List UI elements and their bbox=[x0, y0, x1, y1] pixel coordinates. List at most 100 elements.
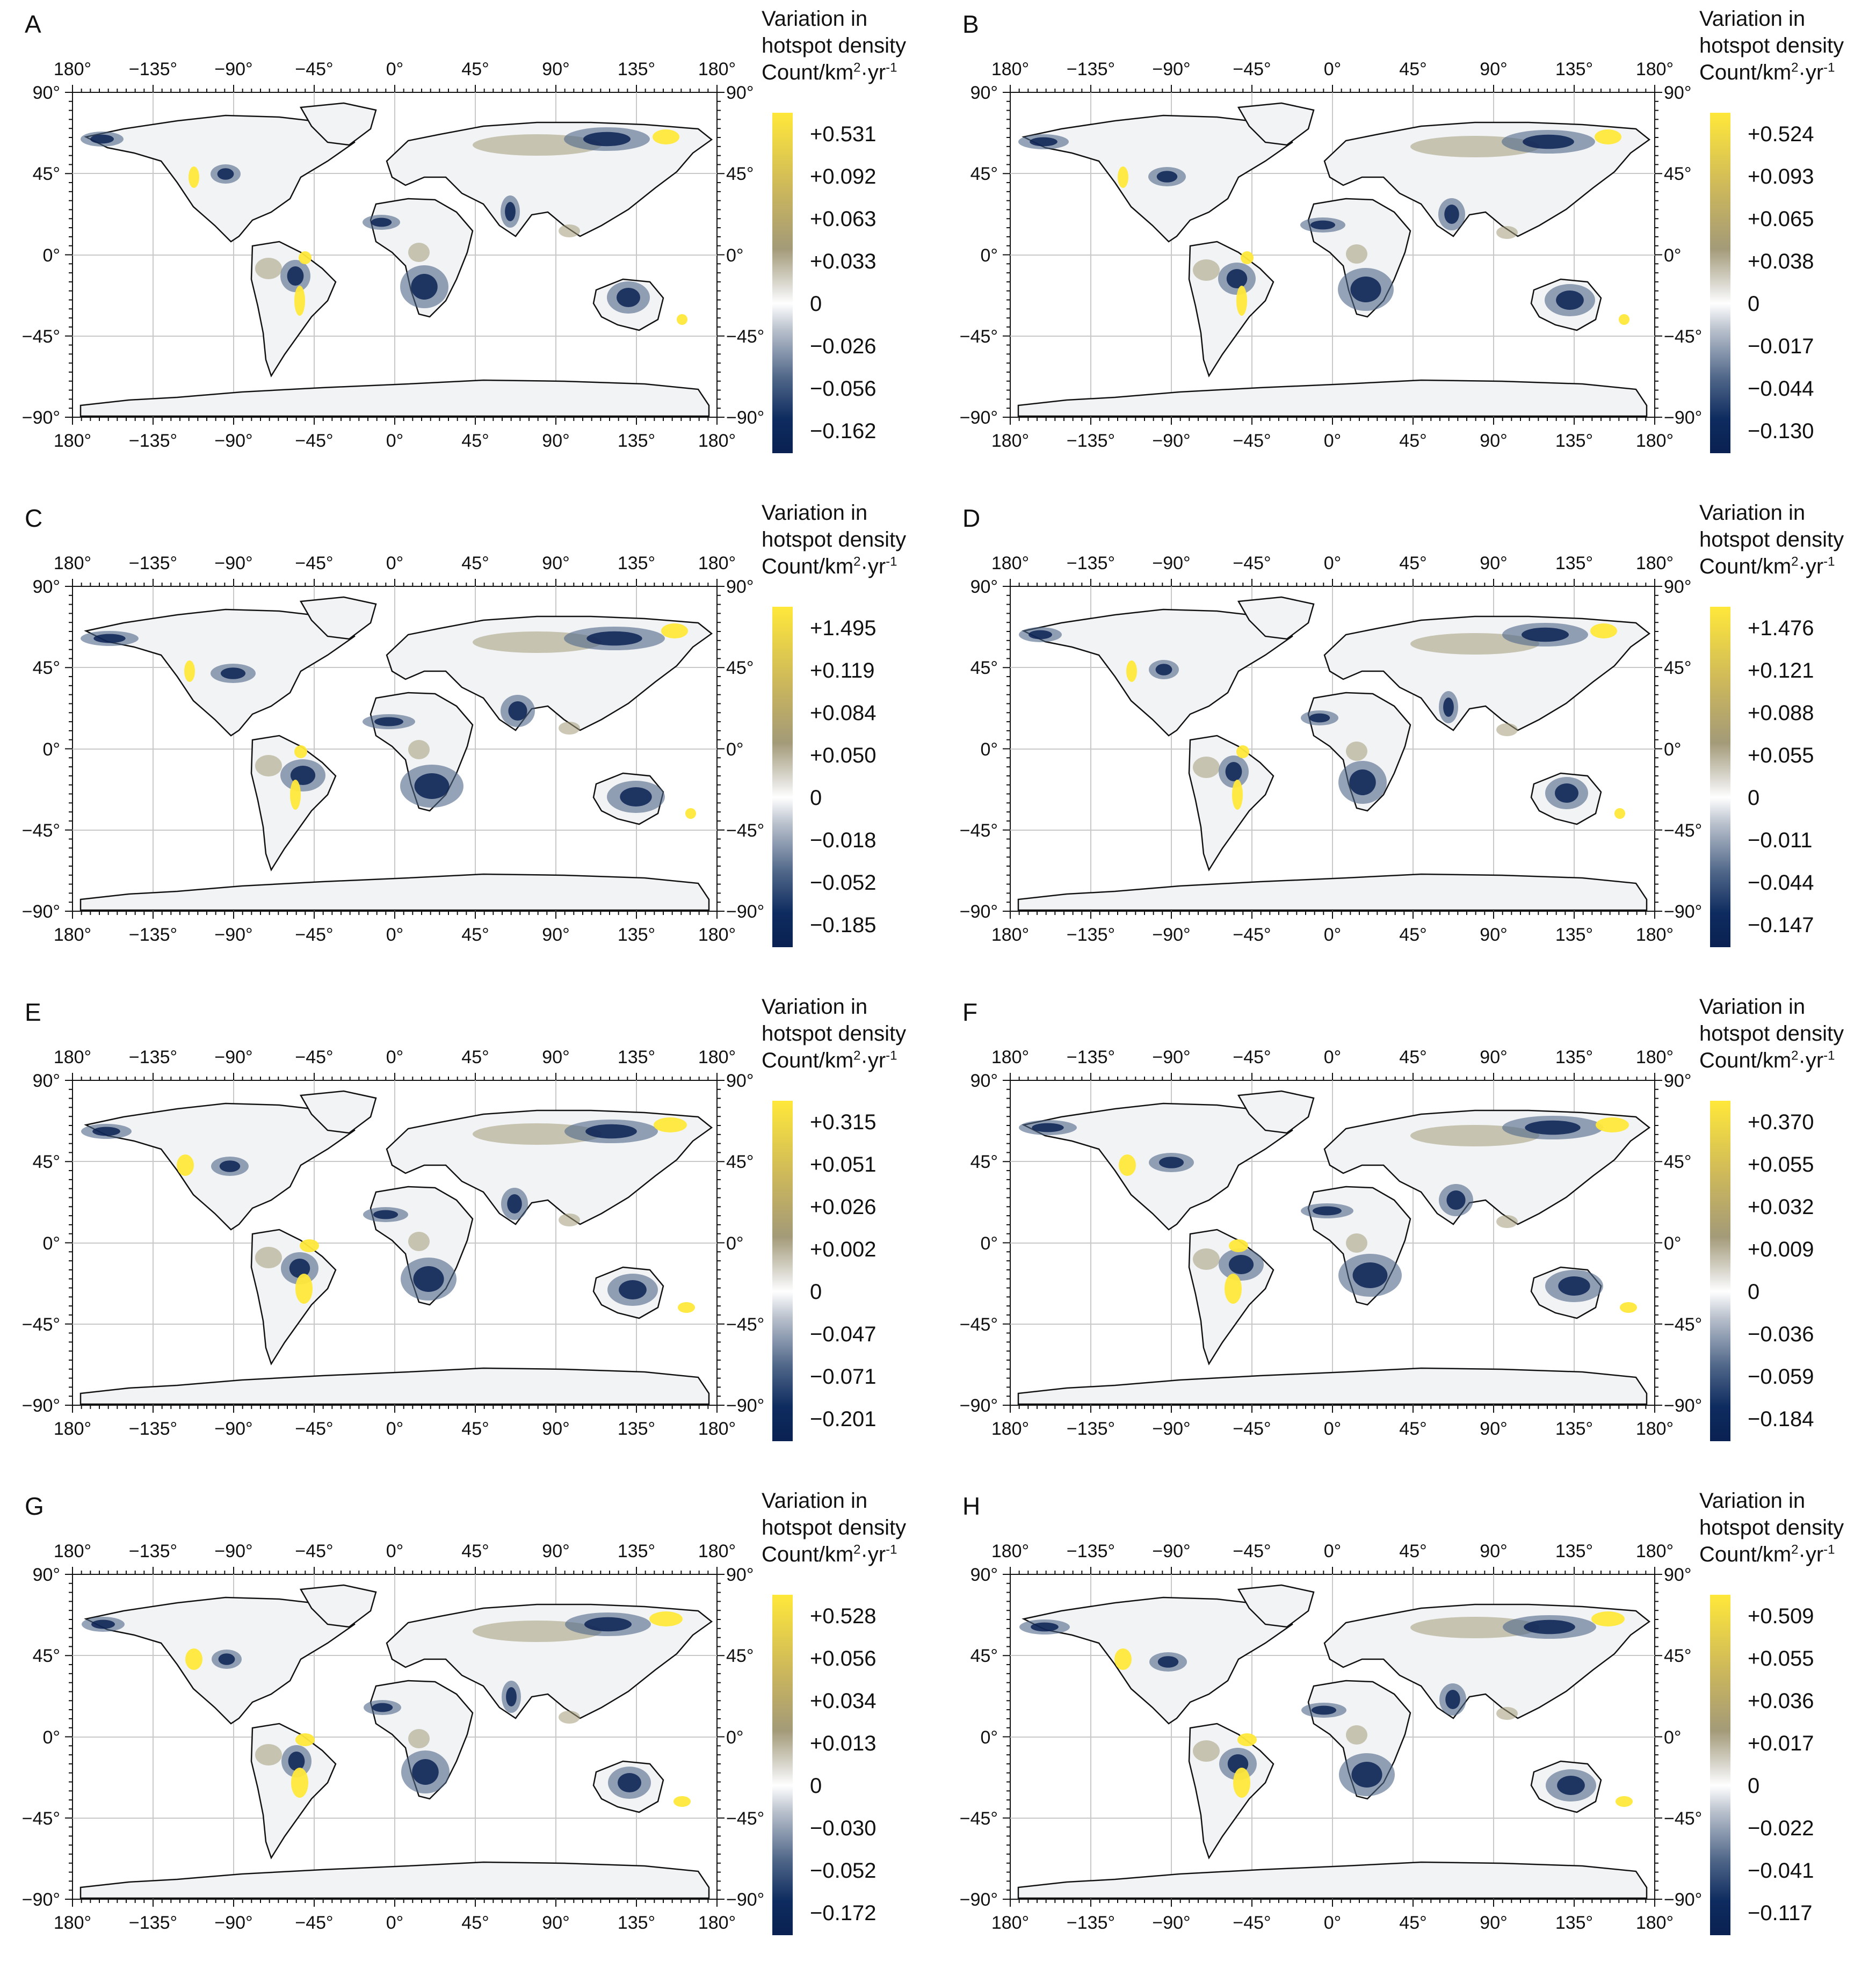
longitude-label: −135° bbox=[1067, 431, 1115, 451]
hotspot-blob bbox=[289, 1259, 310, 1278]
longitude-label: 90° bbox=[1480, 59, 1507, 79]
longitude-label: −90° bbox=[214, 925, 252, 945]
colorbar-tick-label: +0.055 bbox=[1748, 744, 1814, 767]
colorbar-tick-label: +0.033 bbox=[810, 250, 877, 273]
longitude-label: 0° bbox=[386, 1541, 404, 1561]
colorbar-tick-label: −0.130 bbox=[1748, 419, 1814, 443]
longitude-labels-bottom: 180° −135° −90° −45° 0° 45° 90° 135° 180° bbox=[991, 925, 1674, 945]
colorbar-tick-label: +1.476 bbox=[1748, 616, 1814, 640]
colorbar-title-line1: Variation in bbox=[1699, 501, 1806, 525]
colorbar-tick-label: +0.509 bbox=[1748, 1604, 1814, 1628]
hotspot-blob bbox=[1225, 1274, 1242, 1304]
latitude-label: 45° bbox=[726, 164, 754, 184]
longitude-label: −90° bbox=[1152, 1541, 1190, 1561]
world-map: 180° −135° −90° −45° 0° 45° 90° 135° 180° 180° −1… bbox=[22, 59, 765, 451]
hotspot-blob bbox=[1346, 1725, 1367, 1745]
hotspot-blob bbox=[1310, 220, 1336, 230]
hotspot-blob bbox=[255, 258, 282, 279]
colorbar-tick-label: −0.044 bbox=[1748, 871, 1814, 895]
colorbar-tick-label: −0.071 bbox=[810, 1365, 877, 1389]
colorbar-tick-label: −0.052 bbox=[810, 871, 877, 895]
colorbar bbox=[1710, 607, 1730, 947]
colorbar-tick-label: +0.026 bbox=[810, 1195, 877, 1219]
hotspot-blob bbox=[653, 129, 679, 144]
hotspot-blob bbox=[185, 1648, 202, 1670]
world-map: 180° −135° −90° −45° 0° 45° 90° 135° 180° 180° −1… bbox=[22, 1541, 765, 1933]
world-map: 180° −135° −90° −45° 0° 45° 90° 135° 180° 180° −1… bbox=[960, 1541, 1703, 1933]
longitude-label: 135° bbox=[618, 553, 655, 573]
hotspot-blob bbox=[189, 166, 199, 188]
longitude-label: 180° bbox=[1636, 1419, 1674, 1439]
hotspot-blob bbox=[1443, 698, 1454, 717]
hotspot-blob bbox=[1236, 286, 1247, 316]
hotspot-blob bbox=[1346, 742, 1367, 761]
latitude-label: −90° bbox=[960, 902, 998, 922]
latitude-label: 0° bbox=[1664, 1233, 1682, 1254]
latitude-label: −45° bbox=[22, 1808, 60, 1829]
longitude-label: 45° bbox=[461, 431, 489, 451]
longitude-label: 0° bbox=[386, 1419, 404, 1439]
hotspot-blob bbox=[414, 773, 450, 799]
longitude-label: −90° bbox=[214, 1047, 252, 1067]
panel-letter: F bbox=[962, 998, 978, 1026]
longitude-label: 90° bbox=[542, 431, 569, 451]
hotspot-blob bbox=[1590, 623, 1617, 638]
colorbar-units: Count/km2·yr-1 bbox=[1699, 1048, 1835, 1072]
hotspot-blob bbox=[1616, 1796, 1633, 1807]
longitude-label: 180° bbox=[54, 553, 91, 573]
world-map: 180° −135° −90° −45° 0° 45° 90° 135° 180° 180° −1… bbox=[960, 553, 1703, 945]
latitude-label: 0° bbox=[42, 245, 60, 266]
longitude-label: −135° bbox=[129, 1541, 177, 1561]
colorbar-title: Variation in hotspot density Count/km2·y… bbox=[762, 5, 906, 86]
colorbar-title: Variation in hotspot density Count/km2·y… bbox=[762, 1487, 906, 1568]
latitude-labels-left: 90° 45° 0° −45° −90° bbox=[960, 1565, 998, 1910]
colorbar bbox=[772, 607, 793, 947]
hotspot-blob bbox=[90, 134, 114, 144]
longitude-label: 180° bbox=[991, 1913, 1029, 1933]
latitude-label: −90° bbox=[726, 1396, 764, 1416]
hotspot-blob bbox=[218, 1653, 235, 1665]
hotspot-blob bbox=[374, 717, 403, 727]
longitude-label: 90° bbox=[542, 1913, 569, 1933]
hotspot-blob bbox=[1445, 1690, 1460, 1709]
latitude-label: 90° bbox=[726, 1071, 754, 1091]
longitude-label: −45° bbox=[295, 59, 333, 79]
hotspot-blob bbox=[1226, 269, 1248, 288]
latitude-label: 0° bbox=[726, 739, 744, 760]
map-panel-b: B bbox=[938, 0, 1875, 494]
colorbar-title-line2: hotspot density bbox=[762, 34, 907, 57]
hotspot-blob bbox=[290, 780, 301, 810]
hotspot-blob bbox=[559, 1214, 580, 1226]
hotspot-blob bbox=[507, 1194, 522, 1214]
panel-letter: E bbox=[25, 998, 41, 1026]
longitude-label: −90° bbox=[1152, 431, 1190, 451]
longitude-label: 90° bbox=[542, 925, 569, 945]
longitude-labels-top: 180° −135° −90° −45° 0° 45° 90° 135° 180° bbox=[991, 1047, 1674, 1067]
colorbar-tick-label: +0.063 bbox=[810, 207, 877, 231]
latitude-labels-right: 90° 45° 0° −45° −90° bbox=[726, 1071, 764, 1416]
hotspot-blob bbox=[411, 274, 438, 300]
hotspot-blob bbox=[620, 787, 652, 807]
longitude-label: 180° bbox=[991, 431, 1029, 451]
longitude-label: 0° bbox=[1324, 1419, 1342, 1439]
longitude-label: 180° bbox=[54, 1419, 91, 1439]
latitude-labels-left: 90° 45° 0° −45° −90° bbox=[960, 1071, 998, 1416]
longitude-label: −90° bbox=[214, 59, 252, 79]
longitude-label: 45° bbox=[1399, 925, 1426, 945]
antarctica bbox=[79, 1367, 710, 1405]
latitude-labels-right: 90° 45° 0° −45° −90° bbox=[1664, 577, 1702, 922]
colorbar bbox=[772, 1101, 793, 1441]
colorbar-title: Variation in hotspot density Count/km2·y… bbox=[1699, 5, 1844, 86]
hotspot-blob bbox=[506, 1687, 517, 1706]
hotspot-blob bbox=[1595, 129, 1621, 144]
hotspot-blob bbox=[1032, 1123, 1064, 1132]
colorbar-tick-label: −0.117 bbox=[1748, 1901, 1813, 1925]
hotspot-blob bbox=[184, 660, 195, 682]
longitude-label: −135° bbox=[1067, 1913, 1115, 1933]
hotspot-blob bbox=[413, 1266, 444, 1292]
latitude-labels-right: 90° 45° 0° −45° −90° bbox=[726, 83, 764, 428]
longitude-label: 180° bbox=[698, 925, 736, 945]
hotspot-blob bbox=[1193, 259, 1220, 281]
hotspot-blob bbox=[217, 168, 234, 180]
longitude-label: −90° bbox=[1152, 553, 1190, 573]
